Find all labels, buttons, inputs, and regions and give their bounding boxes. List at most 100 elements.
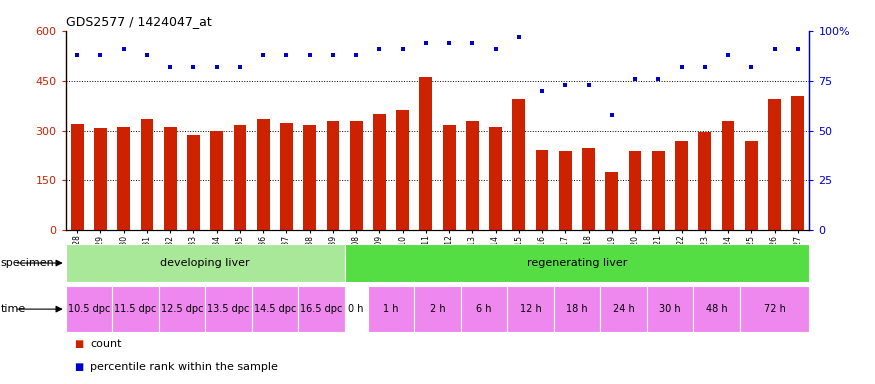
Text: ■: ■ (74, 362, 84, 372)
Bar (350, 121, 362, 230)
Text: 13.5 dpc: 13.5 dpc (207, 304, 249, 314)
Bar (739, 286, 809, 332)
Bar (628, 151, 641, 230)
Bar (112, 286, 158, 332)
Bar (693, 286, 739, 332)
Text: 24 h: 24 h (612, 304, 634, 314)
Text: specimen: specimen (1, 258, 54, 268)
Bar (582, 148, 595, 230)
Bar (768, 99, 780, 230)
Bar (606, 172, 619, 230)
Bar (536, 150, 549, 230)
Bar (791, 96, 804, 230)
Text: 72 h: 72 h (764, 304, 786, 314)
Point (279, 51, 293, 58)
Point (303, 51, 317, 58)
Point (488, 46, 502, 52)
Bar (66, 286, 112, 332)
Text: 30 h: 30 h (659, 304, 681, 314)
Bar (66, 244, 345, 282)
Bar (554, 286, 600, 332)
Point (791, 46, 805, 52)
Point (373, 46, 387, 52)
Bar (210, 131, 223, 230)
Point (536, 88, 550, 94)
Bar (443, 124, 456, 230)
Bar (368, 286, 414, 332)
Point (767, 46, 781, 52)
Point (512, 34, 526, 40)
Text: time: time (1, 304, 26, 314)
Text: developing liver: developing liver (160, 258, 250, 268)
Bar (141, 119, 153, 230)
Bar (396, 110, 409, 230)
Point (116, 46, 130, 52)
Bar (94, 128, 107, 230)
Point (419, 40, 433, 46)
Bar (559, 151, 571, 230)
Text: 18 h: 18 h (566, 304, 588, 314)
Text: regenerating liver: regenerating liver (527, 258, 627, 268)
Point (233, 64, 247, 70)
Bar (71, 124, 84, 230)
Bar (698, 132, 711, 230)
Bar (345, 244, 809, 282)
Point (94, 51, 108, 58)
Point (651, 76, 665, 82)
Point (721, 51, 735, 58)
Bar (158, 286, 205, 332)
Point (210, 64, 224, 70)
Text: percentile rank within the sample: percentile rank within the sample (90, 362, 278, 372)
Text: count: count (90, 339, 122, 349)
Point (558, 81, 572, 88)
Point (186, 64, 200, 70)
Text: 1 h: 1 h (383, 304, 399, 314)
Text: ■: ■ (74, 339, 84, 349)
Bar (507, 286, 554, 332)
Bar (256, 119, 270, 230)
Point (396, 46, 410, 52)
Text: 12.5 dpc: 12.5 dpc (161, 304, 203, 314)
Text: 12 h: 12 h (520, 304, 542, 314)
Bar (205, 286, 252, 332)
Point (256, 51, 270, 58)
Bar (513, 99, 525, 230)
Text: 2 h: 2 h (430, 304, 445, 314)
Bar (489, 127, 502, 230)
Point (582, 81, 596, 88)
Text: 11.5 dpc: 11.5 dpc (114, 304, 157, 314)
Text: 48 h: 48 h (705, 304, 727, 314)
Bar (461, 286, 507, 332)
Point (349, 51, 363, 58)
Text: 0 h: 0 h (348, 304, 364, 314)
Point (442, 40, 456, 46)
Text: GDS2577 / 1424047_at: GDS2577 / 1424047_at (66, 15, 212, 28)
Bar (298, 286, 345, 332)
Bar (419, 77, 432, 230)
Point (675, 64, 689, 70)
Point (164, 64, 178, 70)
Bar (304, 124, 316, 230)
Bar (652, 151, 665, 230)
Bar (164, 127, 177, 230)
Bar (373, 114, 386, 230)
Point (605, 111, 619, 118)
Point (628, 76, 642, 82)
Point (466, 40, 480, 46)
Text: 16.5 dpc: 16.5 dpc (300, 304, 342, 314)
Bar (252, 286, 298, 332)
Point (326, 51, 340, 58)
Point (745, 64, 759, 70)
Text: 10.5 dpc: 10.5 dpc (67, 304, 110, 314)
Bar (745, 141, 758, 230)
Bar (722, 121, 734, 230)
Bar (414, 286, 461, 332)
Point (140, 51, 154, 58)
Bar (234, 124, 247, 230)
Bar (117, 127, 130, 230)
Bar (676, 141, 688, 230)
Text: 6 h: 6 h (476, 304, 492, 314)
Bar (647, 286, 693, 332)
Point (70, 51, 84, 58)
Text: 14.5 dpc: 14.5 dpc (254, 304, 296, 314)
